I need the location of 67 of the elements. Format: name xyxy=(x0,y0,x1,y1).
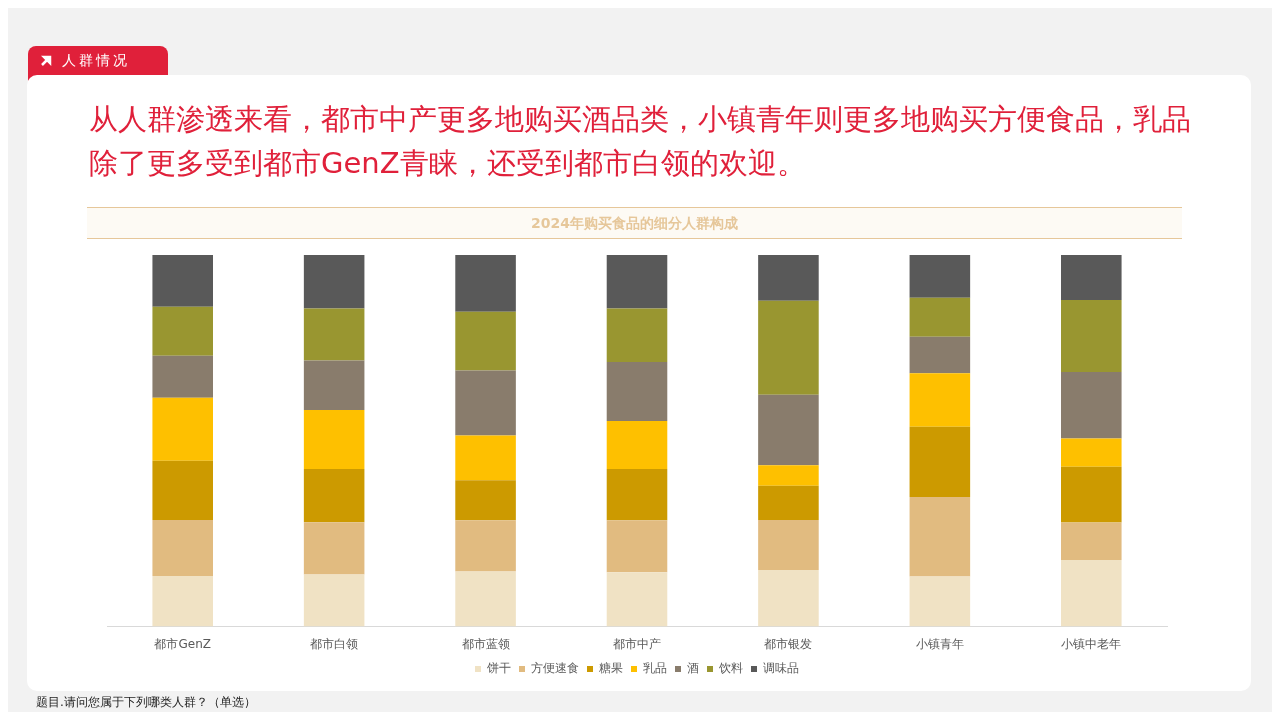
bar xyxy=(455,311,516,371)
bar xyxy=(152,397,213,461)
bar xyxy=(1061,522,1122,561)
x-tick-label: 都市中产 xyxy=(613,636,661,651)
bar xyxy=(455,435,516,481)
bar xyxy=(455,480,516,521)
bar xyxy=(303,522,365,575)
bar xyxy=(909,426,971,497)
bar xyxy=(758,394,819,466)
bar xyxy=(909,373,971,427)
bar xyxy=(303,255,365,309)
x-tick-label: 小镇青年 xyxy=(915,636,964,651)
bar xyxy=(152,255,213,307)
bar xyxy=(909,336,971,374)
bar xyxy=(455,255,516,312)
bar xyxy=(606,255,668,309)
bar xyxy=(152,306,213,356)
bar xyxy=(455,571,516,627)
legend-label: 方便速食 xyxy=(531,661,579,676)
bar xyxy=(758,519,819,571)
chart-title: 从人群渗透来看，都市中产更多地购买酒品类，小镇青年则更多地购买方便食品，乳品除了更多受到都市GenZ青睐，还受到都市白领的欢迎。 xyxy=(89,101,1192,182)
legend-label: 饮料 xyxy=(718,661,743,676)
bar xyxy=(152,519,213,577)
bar xyxy=(1061,560,1122,627)
bar xyxy=(152,576,213,627)
bar xyxy=(303,574,365,627)
bar xyxy=(606,572,668,627)
bar xyxy=(606,520,668,573)
bar xyxy=(758,485,819,520)
bar xyxy=(1061,372,1122,439)
bar xyxy=(606,469,668,521)
text: 人群情况 xyxy=(62,52,130,70)
bar xyxy=(152,355,213,398)
bar xyxy=(758,465,819,486)
bar xyxy=(303,409,365,470)
bar xyxy=(909,297,971,337)
legend-label: 调味品 xyxy=(763,661,799,676)
bar xyxy=(758,300,819,395)
bar xyxy=(758,570,819,627)
x-tick-label: 都市蓝领 xyxy=(461,636,510,651)
text: 题目.请问您属于下列哪类人群？（单选） xyxy=(36,694,256,711)
x-tick-label: 都市白领 xyxy=(310,636,359,651)
bar xyxy=(455,370,516,436)
bar xyxy=(152,460,213,520)
bar xyxy=(1061,255,1122,300)
legend-label: 饼干 xyxy=(486,661,511,676)
bar xyxy=(909,255,971,298)
bar xyxy=(1061,299,1122,373)
bar xyxy=(1061,438,1122,467)
legend-label: 乳品 xyxy=(643,661,667,676)
x-tick-label: 都市GenZ xyxy=(154,636,211,651)
bar xyxy=(606,308,668,363)
bar xyxy=(303,469,365,523)
x-tick-label: 小镇中老年 xyxy=(1061,636,1122,651)
bar xyxy=(455,520,516,572)
bar xyxy=(909,496,971,577)
bar xyxy=(758,255,819,301)
bar xyxy=(606,362,668,422)
bar xyxy=(606,421,668,470)
bar xyxy=(303,360,365,410)
x-tick-label: 都市银发 xyxy=(764,636,813,651)
bar xyxy=(909,576,971,627)
legend-label: 酒 xyxy=(687,661,699,676)
chart-subtitle: 2024年购买食品的细分人群构成 xyxy=(87,207,1182,239)
bar xyxy=(303,308,365,361)
legend-label: 糖果 xyxy=(599,661,623,676)
bar xyxy=(1061,466,1122,523)
